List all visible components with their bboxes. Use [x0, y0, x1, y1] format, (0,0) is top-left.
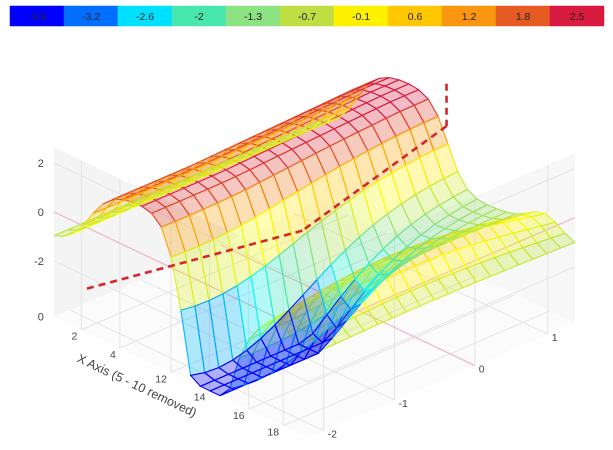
svg-text:12: 12 [155, 373, 167, 385]
svg-text:-2: -2 [194, 11, 203, 23]
svg-text:2.5: 2.5 [570, 11, 585, 23]
svg-text:-3.2: -3.2 [82, 11, 100, 23]
svg-text:-0.1: -0.1 [352, 11, 370, 23]
svg-text:18: 18 [267, 427, 279, 439]
svg-text:2: 2 [72, 331, 78, 343]
svg-text:0: 0 [38, 312, 44, 324]
svg-text:-0.7: -0.7 [298, 11, 316, 23]
svg-text:14: 14 [194, 392, 206, 404]
svg-text:1.8: 1.8 [516, 11, 531, 23]
svg-text:-1.3: -1.3 [244, 11, 262, 23]
svg-text:-1: -1 [398, 398, 407, 410]
svg-text:-2: -2 [34, 256, 44, 268]
svg-text:4: 4 [110, 349, 116, 361]
svg-text:0: 0 [479, 364, 485, 376]
svg-text:-2.6: -2.6 [136, 11, 154, 23]
svg-text:2: 2 [38, 158, 44, 170]
svg-text:0: 0 [38, 207, 44, 219]
svg-text:16: 16 [233, 410, 245, 422]
svg-text:1: 1 [552, 332, 558, 344]
svg-text:1.2: 1.2 [462, 11, 477, 23]
svg-text:0.6: 0.6 [408, 11, 423, 23]
svg-text:-2: -2 [328, 429, 337, 441]
svg-text:-3.9: -3.9 [28, 11, 46, 23]
